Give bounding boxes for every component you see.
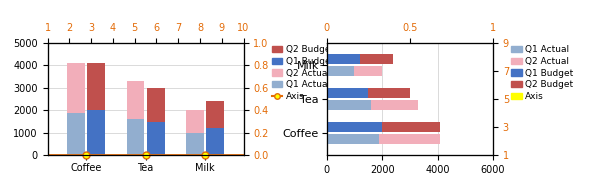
Bar	[327, 54, 360, 65]
Bar	[206, 128, 224, 155]
Legend: Q1 Actual, Q2 Actual, Q1 Budget, Q2 Budget, Axis: Q1 Actual, Q2 Actual, Q1 Budget, Q2 Budg…	[511, 45, 574, 101]
Bar	[67, 113, 85, 155]
Bar	[87, 110, 105, 155]
Bar	[371, 100, 418, 110]
Bar	[327, 66, 355, 76]
Bar	[206, 101, 224, 128]
Bar	[380, 134, 440, 144]
Bar	[87, 63, 105, 110]
Bar	[355, 66, 382, 76]
Bar	[368, 88, 410, 98]
Bar	[147, 88, 165, 122]
Bar	[127, 81, 144, 119]
Bar	[327, 134, 380, 144]
Bar	[67, 63, 85, 113]
Bar	[186, 133, 204, 155]
Bar	[327, 122, 382, 132]
Bar	[186, 110, 204, 133]
Bar	[327, 100, 371, 110]
Bar	[382, 122, 440, 132]
Legend: Q2 Budget, Q1 Budget, Q2 Actual, Q1 Actual, Axis: Q2 Budget, Q1 Budget, Q2 Actual, Q1 Actu…	[271, 45, 334, 101]
Bar	[327, 88, 368, 98]
Bar	[360, 54, 393, 65]
Bar	[127, 119, 144, 155]
Bar	[147, 122, 165, 155]
